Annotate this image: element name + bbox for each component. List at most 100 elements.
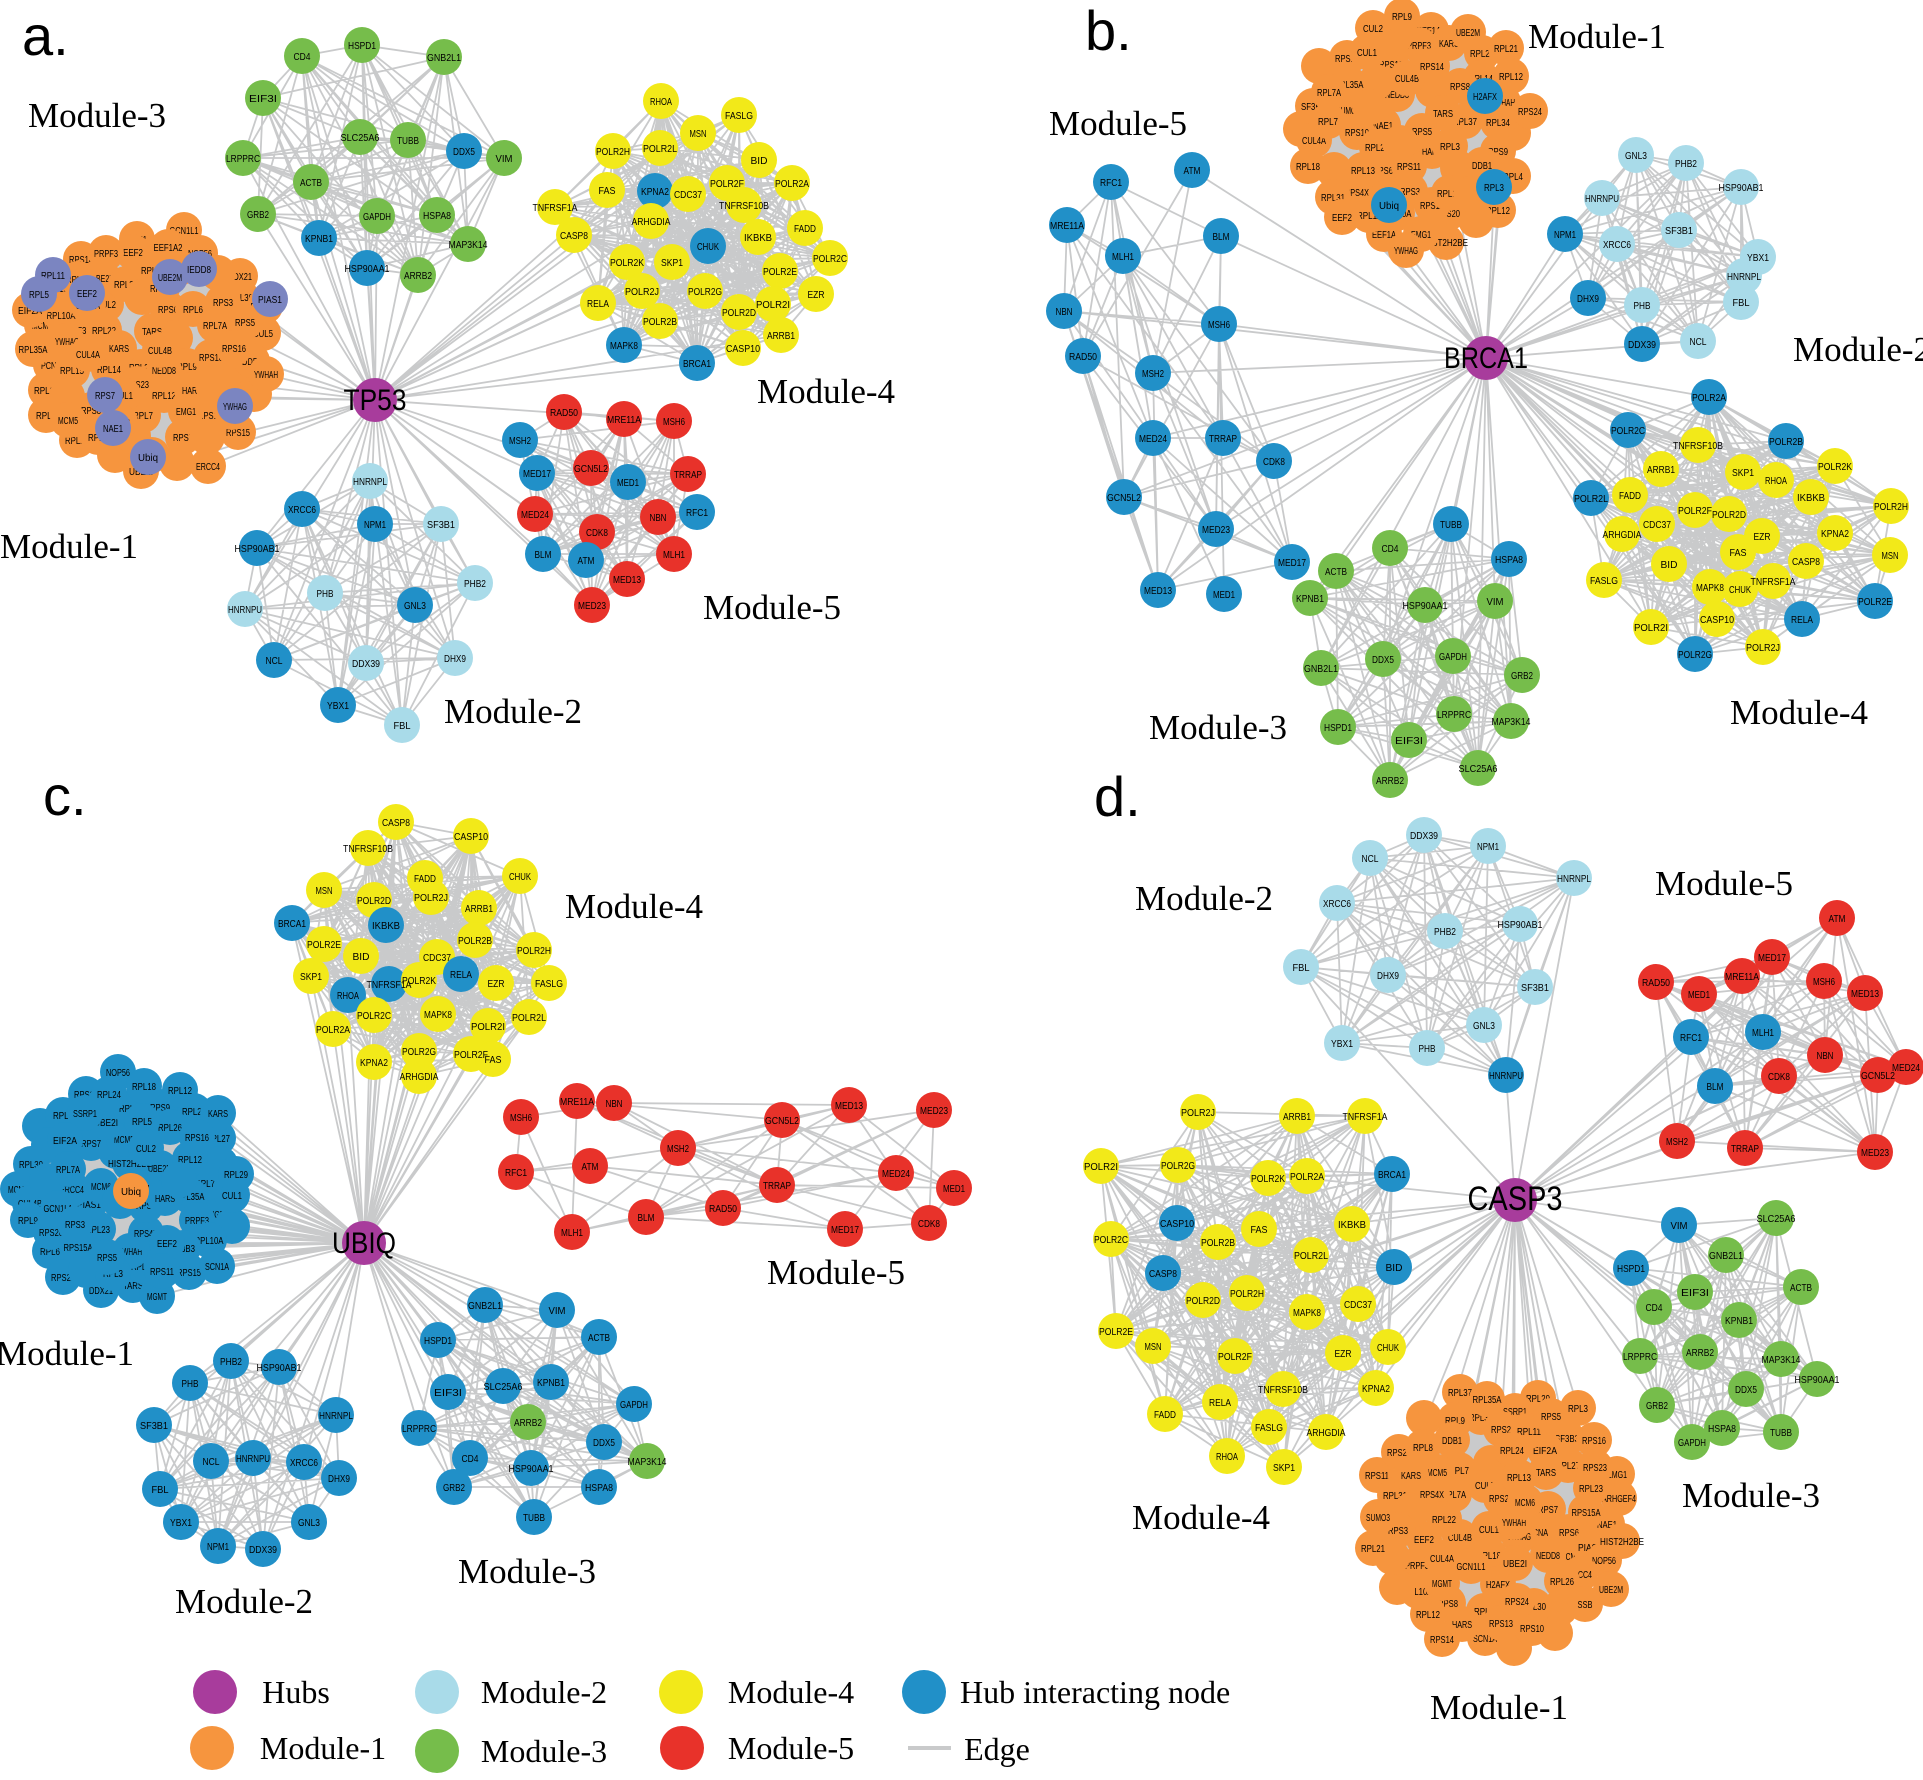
svg-text:FBL: FBL xyxy=(152,1484,169,1496)
svg-text:RPL22: RPL22 xyxy=(92,326,116,337)
svg-text:RPL22: RPL22 xyxy=(1365,143,1389,154)
svg-text:SF3B1: SF3B1 xyxy=(1665,225,1693,237)
svg-text:UBE2M: UBE2M xyxy=(91,274,115,285)
svg-text:MSH2: MSH2 xyxy=(1142,368,1164,380)
svg-text:PCNA: PCNA xyxy=(41,361,61,372)
svg-text:MAPK8: MAPK8 xyxy=(610,340,638,352)
svg-text:NAE1: NAE1 xyxy=(1597,1520,1617,1531)
svg-text:RPS24: RPS24 xyxy=(1505,1597,1529,1608)
svg-text:RPL21: RPL21 xyxy=(182,1107,206,1118)
svg-text:XRCC6: XRCC6 xyxy=(1323,898,1351,910)
svg-text:GCN5L2: GCN5L2 xyxy=(1107,492,1141,504)
svg-text:KPNB1: KPNB1 xyxy=(1296,593,1324,605)
svg-text:RPS13: RPS13 xyxy=(198,411,222,422)
svg-text:RPL31: RPL31 xyxy=(1383,1491,1407,1502)
svg-text:GNB2L1: GNB2L1 xyxy=(1709,1250,1743,1262)
svg-text:UBE2M: UBE2M xyxy=(1456,28,1480,39)
svg-text:POLR2H: POLR2H xyxy=(517,945,551,957)
svg-text:DDB1: DDB1 xyxy=(1442,1436,1462,1447)
svg-text:POLR2K: POLR2K xyxy=(402,975,436,987)
svg-text:MLH1: MLH1 xyxy=(561,1227,583,1239)
svg-text:FASLG: FASLG xyxy=(725,110,753,122)
svg-text:HIST2H2BE: HIST2H2BE xyxy=(1424,238,1468,249)
svg-text:BID: BID xyxy=(751,155,768,167)
svg-text:CD4: CD4 xyxy=(1646,1302,1663,1314)
svg-text:EEF2: EEF2 xyxy=(1332,213,1352,224)
svg-text:RPL3: RPL3 xyxy=(1440,142,1460,153)
svg-text:EIF3I: EIF3I xyxy=(1681,1287,1709,1299)
svg-text:MED1: MED1 xyxy=(1213,589,1235,601)
svg-text:RPL7: RPL7 xyxy=(133,411,153,422)
svg-text:TRRAP: TRRAP xyxy=(674,469,702,481)
svg-text:POLR2L: POLR2L xyxy=(512,1012,546,1024)
svg-text:GAPDH: GAPDH xyxy=(1678,1437,1706,1449)
svg-text:RPL35A: RPL35A xyxy=(1473,1395,1502,1406)
svg-text:GNL3: GNL3 xyxy=(404,600,426,612)
svg-text:RPL37: RPL37 xyxy=(1448,1388,1472,1399)
svg-text:FAS: FAS xyxy=(1251,1224,1268,1236)
svg-text:YBX1: YBX1 xyxy=(1331,1038,1353,1050)
svg-text:RPL8: RPL8 xyxy=(88,433,108,444)
svg-text:Module-3: Module-3 xyxy=(458,1552,596,1591)
svg-text:BRCA1: BRCA1 xyxy=(1378,1169,1406,1181)
svg-text:RHOA: RHOA xyxy=(1765,475,1787,487)
svg-text:ATM: ATM xyxy=(582,1161,599,1173)
svg-text:PHB: PHB xyxy=(1634,300,1651,312)
svg-text:SCN1A: SCN1A xyxy=(205,1262,229,1273)
svg-text:MED24: MED24 xyxy=(521,509,549,521)
svg-text:POLR2D: POLR2D xyxy=(722,307,756,319)
svg-text:YWHAH: YWHAH xyxy=(1502,1518,1526,1529)
svg-text:GCN5L2: GCN5L2 xyxy=(765,1115,799,1127)
svg-text:RPS16: RPS16 xyxy=(222,344,246,355)
svg-text:MED23: MED23 xyxy=(920,1105,948,1117)
svg-text:Module-1: Module-1 xyxy=(1528,17,1666,56)
svg-text:ARHGDIA: ARHGDIA xyxy=(632,216,671,228)
svg-text:SSRP1: SSRP1 xyxy=(73,1109,97,1120)
svg-text:GNB2L1: GNB2L1 xyxy=(1304,663,1338,675)
svg-text:ARHGEF4: ARHGEF4 xyxy=(1602,1494,1636,1505)
svg-text:BID: BID xyxy=(1386,1262,1403,1274)
svg-text:POLR2H: POLR2H xyxy=(596,146,630,158)
svg-text:IKBKB: IKBKB xyxy=(372,920,400,932)
svg-text:POLR2A: POLR2A xyxy=(316,1024,350,1036)
svg-text:RPL27: RPL27 xyxy=(1556,1461,1580,1472)
svg-text:MRE11A: MRE11A xyxy=(607,414,641,426)
svg-text:RPS8: RPS8 xyxy=(1438,1599,1458,1610)
svg-text:KARS: KARS xyxy=(109,344,129,355)
svg-text:CHUK: CHUK xyxy=(697,241,719,253)
svg-text:TARS: TARS xyxy=(142,327,162,338)
svg-text:EIF3I: EIF3I xyxy=(434,1387,462,1399)
svg-text:ARRB1: ARRB1 xyxy=(465,903,493,915)
svg-text:IKBKB: IKBKB xyxy=(744,232,772,244)
svg-text:FBL: FBL xyxy=(1293,962,1310,974)
svg-text:IEDD8: IEDD8 xyxy=(187,265,211,276)
svg-text:Module-3: Module-3 xyxy=(28,96,166,135)
svg-text:a.: a. xyxy=(22,4,69,67)
svg-text:HSP90AB1: HSP90AB1 xyxy=(257,1362,302,1374)
svg-text:MSH6: MSH6 xyxy=(1208,319,1230,331)
svg-text:RPS26: RPS26 xyxy=(1387,1448,1411,1459)
svg-text:Module-4: Module-4 xyxy=(1132,1498,1270,1537)
svg-text:HNRNPL: HNRNPL xyxy=(1557,873,1591,885)
svg-text:RPS14: RPS14 xyxy=(1420,62,1444,73)
svg-text:HSPA8: HSPA8 xyxy=(585,1482,613,1494)
svg-text:TUBB: TUBB xyxy=(523,1512,545,1524)
svg-text:RPL23: RPL23 xyxy=(86,1225,110,1236)
svg-text:RPS15A: RPS15A xyxy=(1572,1508,1601,1519)
svg-text:MSH6: MSH6 xyxy=(1813,976,1835,988)
svg-text:IKBKB: IKBKB xyxy=(1797,492,1825,504)
svg-text:Module-2: Module-2 xyxy=(481,1674,607,1710)
svg-text:YWHAG: YWHAG xyxy=(223,402,247,413)
svg-text:EIF2A: EIF2A xyxy=(53,1136,77,1147)
svg-text:SF3B3: SF3B3 xyxy=(1555,1434,1579,1445)
svg-text:SSRP1: SSRP1 xyxy=(1503,1407,1527,1418)
svg-text:ATM: ATM xyxy=(1184,165,1201,177)
svg-text:BRCA1: BRCA1 xyxy=(1444,342,1528,375)
svg-text:SLC25A6: SLC25A6 xyxy=(484,1381,523,1393)
svg-text:RPL11: RPL11 xyxy=(1517,1427,1541,1438)
svg-text:CD4: CD4 xyxy=(462,1453,479,1465)
svg-text:MED1: MED1 xyxy=(943,1183,965,1195)
svg-text:SCN1A: SCN1A xyxy=(1473,1634,1497,1645)
svg-text:MRE11A: MRE11A xyxy=(1725,971,1759,983)
svg-text:Module-2: Module-2 xyxy=(1135,879,1273,918)
